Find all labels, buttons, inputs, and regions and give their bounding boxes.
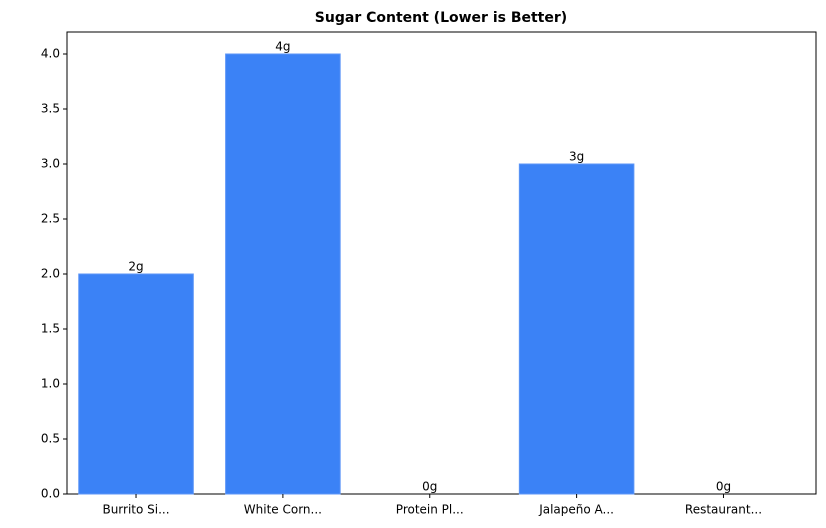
y-tick-label: 3.0 [41,157,60,171]
value-label: 0g [716,480,731,494]
value-label: 4g [275,40,290,54]
bar [518,163,635,495]
y-tick-label: 3.5 [41,102,60,116]
x-tick-label: Protein Pl... [396,503,464,517]
y-tick-label: 0.0 [41,487,60,501]
value-label: 2g [128,260,143,274]
value-label: 0g [422,480,437,494]
chart-title: Sugar Content (Lower is Better) [315,10,567,26]
y-tick-label: 4.0 [41,47,60,61]
value-label: 3g [569,150,584,164]
x-tick-label: Burrito Si... [102,503,169,517]
x-tick-label: Jalapeño A... [538,503,614,517]
x-tick-label: Restaurant... [685,503,762,517]
y-tick-label: 2.0 [41,267,60,281]
bar [225,53,341,495]
y-tick-label: 0.5 [41,432,60,446]
plot-frame [66,31,817,495]
bar [78,273,194,495]
y-tick-label: 2.5 [41,212,60,226]
y-tick-label: 1.0 [41,377,60,391]
x-tick-label: White Corn... [244,503,322,517]
y-tick-label: 1.5 [41,322,60,336]
